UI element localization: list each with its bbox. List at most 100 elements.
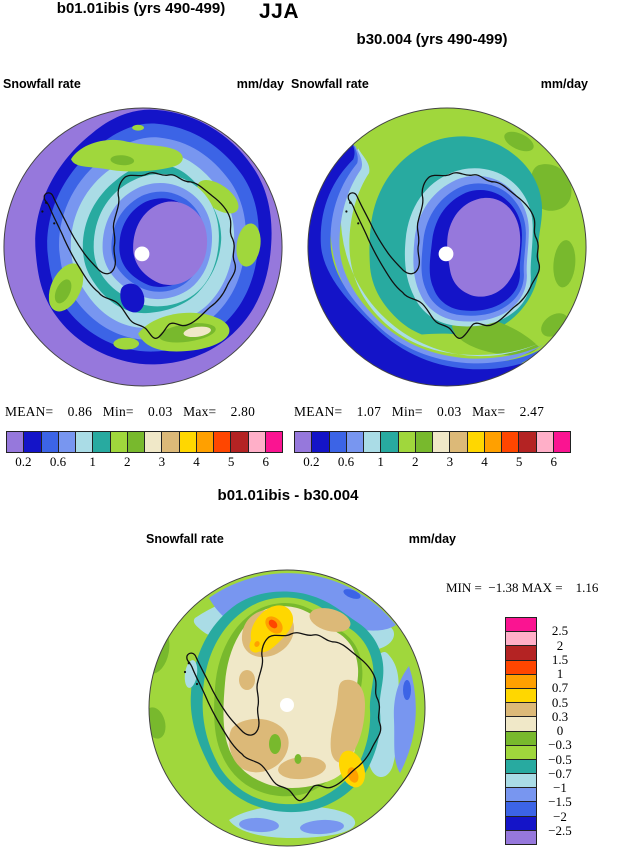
contour-fill (553, 240, 576, 288)
panel-b-label-row: Snowfall rate mm/day (291, 77, 588, 91)
colorbar-segment-pink (247, 432, 265, 452)
contour-fill (268, 619, 278, 629)
colorbar-segment-magenta (506, 618, 536, 632)
diff-colorbar-labels: 2.5 2 1.5 1 0.7 0.5 0.3 0 −0.3 −0.5 −0.7 −1 −1.5 −2 −2… (537, 617, 583, 845)
colorbar-segment-yellow (178, 432, 196, 452)
colorbar-segment-yellow (466, 432, 484, 452)
contour-fill (307, 141, 548, 387)
colorbar-level-label: 0.7 (551, 680, 569, 696)
colorbar-tick-label: 0.6 (49, 454, 67, 469)
panel-b-units-label: mm/day (540, 77, 588, 91)
colorbar-segment-blue (40, 432, 58, 452)
contour-fill (236, 223, 261, 267)
colorbar-tick-label: 0.2 (15, 454, 32, 469)
colorbar-segment-green (506, 730, 536, 745)
colorbar-level-label: 2.5 (551, 623, 569, 639)
colorbar-segment-blue (506, 801, 536, 816)
pole-dot (438, 246, 454, 262)
panel-b-colorbar-ticks: 0.2 0.6 1 2 3 4 5 6 (294, 454, 571, 470)
colorbar-tick-label: 0.6 (337, 454, 355, 469)
contour-fill (110, 155, 135, 166)
contour-fill (239, 817, 279, 833)
colorbar-segment-yellow (506, 687, 536, 703)
colorbar-segment-purple (506, 829, 536, 844)
panel-a-units-label: mm/day (236, 77, 284, 91)
panel-b-variable-label: Snowfall rate (291, 77, 369, 91)
colorbar-tick-label: 0.2 (303, 454, 320, 469)
colorbar-segment-purple (295, 432, 312, 452)
colorbar-tick-label: 1 (89, 454, 96, 469)
contour-fill (330, 679, 365, 763)
colorbar-segment-orangered (213, 432, 231, 452)
panel-diff-variable-label: Snowfall rate (146, 532, 224, 546)
colorbar-segment-palecyan (75, 432, 93, 452)
panel-diff-title: b01.01ibis - b30.004 (217, 487, 359, 504)
colorbar-tick-label: 2 (411, 454, 419, 469)
contour-fill (447, 197, 521, 297)
map-b-contours (307, 107, 587, 387)
contour-fill (113, 337, 140, 350)
panel-diff-label-row: Snowfall rate mm/day (146, 532, 456, 546)
colorbar-level-label: 1.5 (551, 651, 569, 667)
contour-fill (254, 641, 260, 647)
contour-fill (184, 660, 198, 688)
colorbar-tick-label: 4 (481, 454, 488, 469)
contour-fill (120, 283, 145, 313)
colorbar-segment-pink (506, 631, 536, 646)
contour-fill (183, 326, 211, 338)
panel-b-colorbar (294, 431, 571, 453)
colorbar-segment-magenta (264, 432, 282, 452)
colorbar-segment-yellowgreen (506, 744, 536, 759)
map-panel-a (3, 107, 283, 387)
colorbar-segment-orange (195, 432, 213, 452)
contour-fill (504, 131, 534, 152)
colorbar-segment-pink (535, 432, 553, 452)
colorbar-level-label: −0.7 (548, 765, 572, 781)
contour-fill (347, 767, 359, 783)
colorbar-tick-label: 4 (193, 454, 200, 469)
map-a-contours (3, 107, 283, 387)
figure-title: JJA (258, 0, 300, 23)
colorbar-segment-palecyan (363, 432, 381, 452)
panel-b-stats: MEAN= 1.07 Min= 0.03 Max= 2.47 (294, 404, 545, 419)
panel-a-stats: MEAN= 0.86 Min= 0.03 Max= 2.80 (5, 404, 256, 419)
contour-fill (54, 279, 72, 304)
colorbar-level-label: 1 (556, 666, 564, 681)
colorbar-segment-orange (506, 673, 536, 688)
colorbar-segment-tan (449, 432, 467, 452)
colorbar-segment-periwinkle (506, 787, 536, 802)
pole-dot (280, 698, 294, 712)
contour-fill (294, 754, 302, 764)
colorbar-level-label: −2.5 (548, 822, 572, 838)
colorbar-tick-label: 3 (158, 454, 166, 469)
map-a-border (3, 107, 283, 387)
colorbar-segment-teal (380, 432, 398, 452)
colorbar-segment-periwinkle (57, 432, 75, 452)
contour-fill (309, 608, 351, 632)
colorbar-segment-green (414, 432, 432, 452)
panel-a-variable-label: Snowfall rate (3, 77, 81, 91)
panel-diff-minmax: MIN = −1.38 MAX = 1.16 (446, 580, 599, 595)
contour-fill (269, 734, 281, 754)
pole-dot (134, 246, 150, 262)
panel-diff-units-label: mm/day (408, 532, 456, 546)
colorbar-level-label: −0.5 (548, 751, 572, 767)
colorbar-segment-orangered (501, 432, 519, 452)
colorbar-tick-label: 5 (227, 454, 235, 469)
map-diff-contours (149, 570, 425, 846)
colorbar-segment-teal (92, 432, 110, 452)
panel-a-label-row: Snowfall rate mm/day (3, 77, 284, 91)
colorbar-segment-darkblue (23, 432, 41, 452)
colorbar-tick-label: 3 (446, 454, 454, 469)
colorbar-level-label: 0.3 (551, 708, 569, 724)
colorbar-segment-orangered (506, 659, 536, 674)
contour-fill (403, 680, 411, 700)
colorbar-segment-palecyan (506, 773, 536, 788)
contour-fill (278, 756, 326, 780)
colorbar-level-label: −1.5 (548, 794, 572, 810)
panel-a-title: b01.01ibis (yrs 490-499) (56, 0, 226, 17)
colorbar-level-label: 0 (556, 723, 564, 738)
colorbar-segment-cream (144, 432, 162, 452)
colorbar-segment-green (126, 432, 144, 452)
